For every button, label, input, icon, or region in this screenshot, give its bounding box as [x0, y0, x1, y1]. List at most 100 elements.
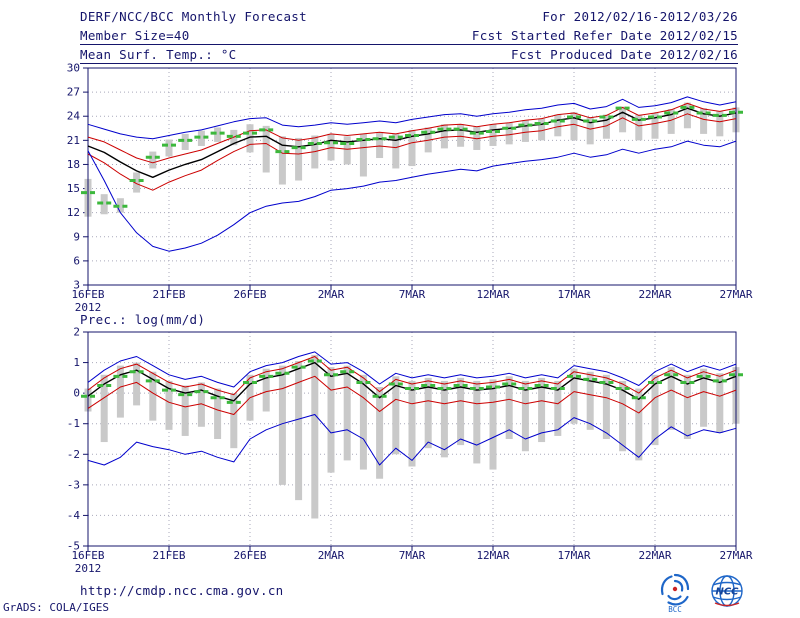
y-tick-label: 6 — [73, 254, 80, 267]
website-url: http://cmdp.ncc.cma.gov.cn — [80, 583, 284, 598]
x-year-label: 2012 — [75, 301, 102, 314]
x-tick-label: 2MAR — [318, 288, 345, 301]
ensemble-spread-bar — [311, 354, 319, 519]
ensemble-spread-bar — [408, 380, 416, 467]
x-tick-label: 22MAR — [638, 549, 671, 562]
ensemble-spread-bar — [521, 380, 529, 452]
plot-frame — [87, 331, 737, 547]
ensemble-spread-bar — [133, 172, 141, 193]
ensemble-spread-bar — [408, 129, 416, 167]
ensemble-spread-bar — [230, 393, 238, 449]
x-tick-label: 27MAR — [719, 288, 752, 301]
y-tick-label: -4 — [67, 509, 81, 522]
x-tick-label: 7MAR — [399, 288, 426, 301]
x-tick-label: 26FEB — [233, 549, 266, 562]
bcc-logo-center-dot — [672, 586, 678, 592]
ensemble-spread-bar — [181, 385, 189, 436]
series-mean-plus-spread — [87, 102, 737, 164]
x-tick-label: 27MAR — [719, 549, 752, 562]
ensemble-spread-bar — [133, 362, 141, 406]
series-ensemble-mean — [87, 107, 737, 179]
forecast-range: For 2012/02/16-2012/03/26 — [542, 9, 738, 24]
ensemble-spread-bar — [262, 125, 270, 173]
ensemble-spread-bar — [586, 117, 594, 145]
ensemble-spread-bar — [376, 132, 384, 159]
ensemble-spread-bar — [602, 374, 610, 439]
y-tick-label: 0 — [73, 387, 80, 400]
x-tick-label: 21FEB — [152, 288, 185, 301]
bcc-logo-label: BCC — [668, 605, 682, 614]
ensemble-spread-bar — [489, 379, 497, 470]
x-tick-label: 12MAR — [476, 288, 509, 301]
x-tick-label: 21FEB — [152, 549, 185, 562]
ensemble-spread-bar — [667, 108, 675, 134]
ensemble-spread-bar — [392, 133, 400, 169]
ensemble-spread-bar — [538, 377, 546, 443]
series-mean-minus-spread — [87, 375, 737, 415]
x-year-label: 2012 — [75, 562, 102, 575]
x-tick-label: 26FEB — [233, 288, 266, 301]
ensemble-spread-bar — [116, 365, 124, 418]
y-tick-label: 2 — [73, 326, 80, 339]
ensemble-spread-bar — [635, 388, 643, 461]
ncc-logo: NCC — [711, 575, 743, 607]
y-tick-label: 24 — [67, 110, 81, 123]
ensemble-spread-bar — [538, 118, 546, 141]
ensemble-spread-bar — [327, 367, 335, 473]
ensemble-spread-bar — [392, 376, 400, 455]
ensemble-spread-bar — [570, 112, 578, 141]
ensemble-spread-bar — [424, 377, 432, 449]
ensemble-spread-bar — [554, 114, 562, 137]
ensemble-spread-bar — [635, 114, 643, 141]
series-ensemble-min — [87, 140, 737, 252]
header-row-1: DERF/NCC/BCC Monthly Forecast For 2012/0… — [80, 9, 738, 24]
ensemble-spread-bar — [457, 124, 465, 147]
ensemble-spread-bar — [149, 151, 157, 169]
ensemble-spread-bar — [505, 122, 513, 145]
ensemble-spread-bar — [651, 374, 659, 446]
ensemble-spread-bar — [116, 198, 124, 213]
ensemble-spread-bar — [651, 113, 659, 139]
ensemble-spread-bar — [149, 371, 157, 421]
grads-credit: GrADS: COLA/IGES — [3, 601, 109, 614]
produced-date-label: Fcst Produced Date 2012/02/16 — [511, 47, 738, 62]
series-ensemble-min — [87, 414, 737, 466]
ensemble-spread-bar — [700, 108, 708, 134]
ensemble-spread-bar — [181, 133, 189, 150]
y-tick-label: 3 — [73, 279, 80, 292]
ensemble-spread-bar — [716, 111, 724, 137]
ensemble-spread-bar — [586, 371, 594, 430]
ensemble-spread-bar — [683, 102, 691, 129]
ensemble-spread-bar — [359, 133, 367, 177]
ensemble-spread-bar — [716, 373, 724, 433]
x-tick-label: 22MAR — [638, 288, 671, 301]
series-mean-minus-spread — [87, 113, 737, 191]
ensemble-spread-bar — [165, 380, 173, 430]
ensemble-spread-bar — [165, 139, 173, 157]
ensemble-spread-bar — [295, 361, 303, 501]
series-mean-plus-spread — [87, 356, 737, 396]
y-tick-label: 18 — [67, 158, 80, 171]
refer-date-label: Fcst Started Refer Date 2012/02/15 — [471, 28, 738, 43]
y-tick-label: -5 — [67, 540, 80, 553]
y-tick-label: 15 — [67, 182, 80, 195]
ensemble-spread-bar — [197, 130, 205, 146]
x-tick-label: 16FEB — [71, 288, 104, 301]
ensemble-spread-bar — [473, 380, 481, 464]
ensemble-spread-bar — [197, 382, 205, 427]
ensemble-spread-bar — [554, 380, 562, 436]
ensemble-spread-bar — [262, 368, 270, 412]
ensemble-spread-bar — [100, 194, 108, 215]
ensemble-spread-bar — [343, 136, 351, 165]
y-tick-label: 21 — [67, 134, 80, 147]
ensemble-spread-bar — [619, 106, 627, 133]
ensemble-spread-bar — [100, 374, 108, 443]
ensemble-spread-bar — [570, 368, 578, 424]
y-tick-label: 12 — [67, 206, 80, 219]
ensemble-spread-bar — [667, 367, 675, 430]
panel1-title: Mean Surf. Temp.: °C — [80, 47, 237, 62]
y-tick-label: -3 — [67, 478, 80, 491]
